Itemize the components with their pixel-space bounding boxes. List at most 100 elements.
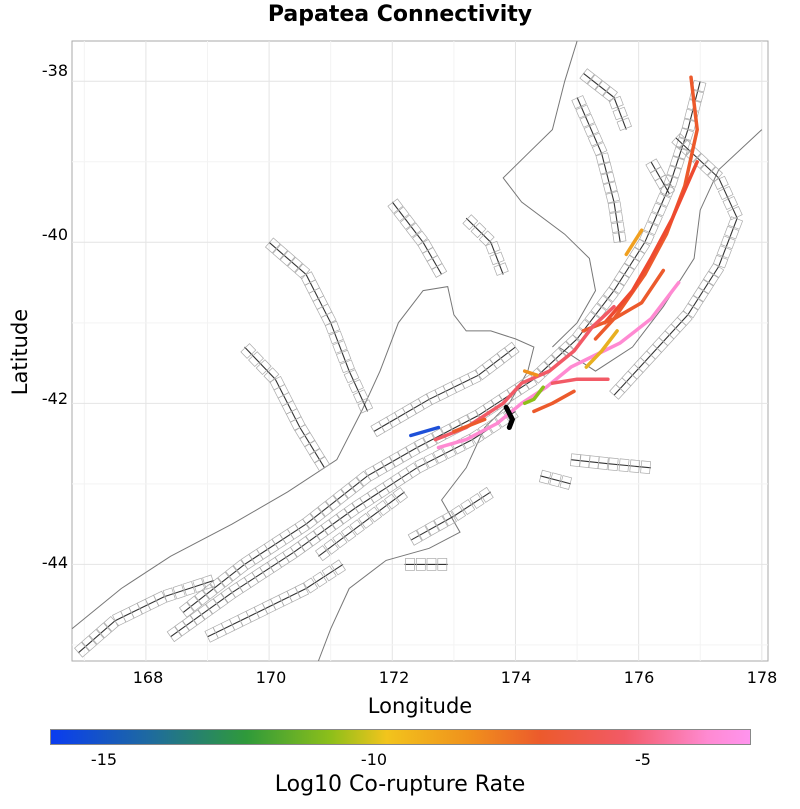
fault-section-box <box>687 295 704 311</box>
fault-section-box <box>669 155 685 170</box>
fault-section-box <box>399 214 416 230</box>
grid-lines <box>72 41 768 661</box>
fault-section-box <box>602 86 618 103</box>
fault-section-box <box>414 457 429 474</box>
fault-section-box <box>595 152 611 165</box>
fault-section-box <box>659 182 676 198</box>
co-rupture-trace <box>550 377 610 385</box>
fault-section-box <box>415 558 426 571</box>
fault-section-box <box>681 118 697 131</box>
fault-section-box <box>478 486 494 503</box>
fault-section-box <box>707 166 723 183</box>
fault-section-box <box>405 442 421 458</box>
fault-section-box <box>166 626 183 643</box>
fault-section-box <box>643 221 659 236</box>
fault-section-box <box>712 254 729 269</box>
fault-section-box <box>460 434 475 450</box>
papatea-source-rupture <box>503 404 516 430</box>
fault-trace <box>576 97 621 243</box>
fault-section-box <box>332 488 349 505</box>
fault-section-box <box>490 394 506 411</box>
fault-section-box <box>299 432 316 448</box>
fault-section-box <box>364 465 380 482</box>
fault-section-box <box>348 379 364 394</box>
fault-section-box <box>192 577 206 593</box>
fault-section-box <box>583 123 600 138</box>
co-rupture-trace <box>581 268 666 333</box>
fault-section-box <box>414 437 429 454</box>
fault-section-box <box>335 349 352 364</box>
colorbar-label: Log10 Co-rupture Rate <box>274 772 526 797</box>
fault-section-box <box>431 263 448 278</box>
plot-frame <box>71 40 769 662</box>
fault-section-box <box>460 499 476 515</box>
fault-section-box <box>450 505 467 521</box>
fault-section-box <box>392 487 408 504</box>
fault-section-box <box>294 424 311 439</box>
fault-trace <box>465 217 504 275</box>
fault-section-box <box>309 448 326 464</box>
fault-section-box <box>312 571 328 588</box>
fault-section-box <box>182 580 196 597</box>
y-tick-minus-40: -40 <box>41 225 68 244</box>
fault-section-box <box>449 419 464 435</box>
fault-section-box <box>571 95 587 110</box>
fault-section-box <box>682 303 699 319</box>
fault-section-box <box>202 574 216 590</box>
fault-section-box <box>205 598 221 615</box>
fault-section-box <box>162 587 176 603</box>
fault-section-box <box>340 482 357 499</box>
fault-section-box <box>389 451 404 468</box>
fault-section-box <box>536 361 553 378</box>
fault-section-box <box>309 507 326 524</box>
fault-section-box <box>303 577 319 594</box>
fault-section-box <box>103 616 120 632</box>
fault-section-box <box>485 240 501 255</box>
fault-section-box <box>328 330 344 345</box>
fault-section-box <box>314 456 331 472</box>
fault-section-box <box>722 195 739 211</box>
fault-section-box <box>433 515 449 532</box>
fault-section-box <box>405 558 415 571</box>
fault-section-box <box>339 359 355 374</box>
co-rupture-trace <box>584 329 619 369</box>
fault-section-box <box>317 501 334 517</box>
fault-section-box <box>612 231 627 244</box>
fault-section-box <box>716 245 732 259</box>
fault-section-box <box>320 519 337 536</box>
fault-section-box <box>182 615 198 631</box>
fault-section-box <box>297 536 313 552</box>
fault-section-box <box>440 423 455 440</box>
fault-section-box <box>81 635 98 652</box>
fault-section-box <box>602 181 618 194</box>
fault-section-box <box>217 571 233 588</box>
fault-section-box <box>366 506 383 523</box>
fault-section-box <box>634 238 651 254</box>
x-tick-174: 174 <box>500 668 532 687</box>
fault-section-box <box>727 216 744 230</box>
fault-trace <box>410 491 492 541</box>
x-tick-172: 172 <box>378 668 410 687</box>
fault-section-box <box>332 532 348 549</box>
co-rupture-trace <box>532 389 576 414</box>
fault-section-box <box>655 193 672 207</box>
fault-section-box <box>640 460 652 474</box>
fault-section-box <box>549 472 562 488</box>
fault-section-box <box>437 558 448 571</box>
fault-network <box>74 68 744 658</box>
y-axis-label: Latitude <box>8 308 32 396</box>
y-tick-minus-38: -38 <box>41 61 68 80</box>
fault-section-box <box>332 340 348 354</box>
x-tick-178: 178 <box>746 668 778 687</box>
fault-section-box <box>384 493 400 510</box>
fault-section-box <box>289 541 306 558</box>
fault-section-box <box>608 279 625 295</box>
fault-section-box <box>624 254 640 270</box>
fault-section-box <box>357 399 374 414</box>
fault-section-box <box>407 529 423 546</box>
fault-section-box <box>647 211 663 226</box>
colorbar <box>50 729 751 745</box>
co-rupture-trace <box>624 228 644 257</box>
fault-section-box <box>282 546 298 563</box>
fault-section-box <box>279 250 296 267</box>
